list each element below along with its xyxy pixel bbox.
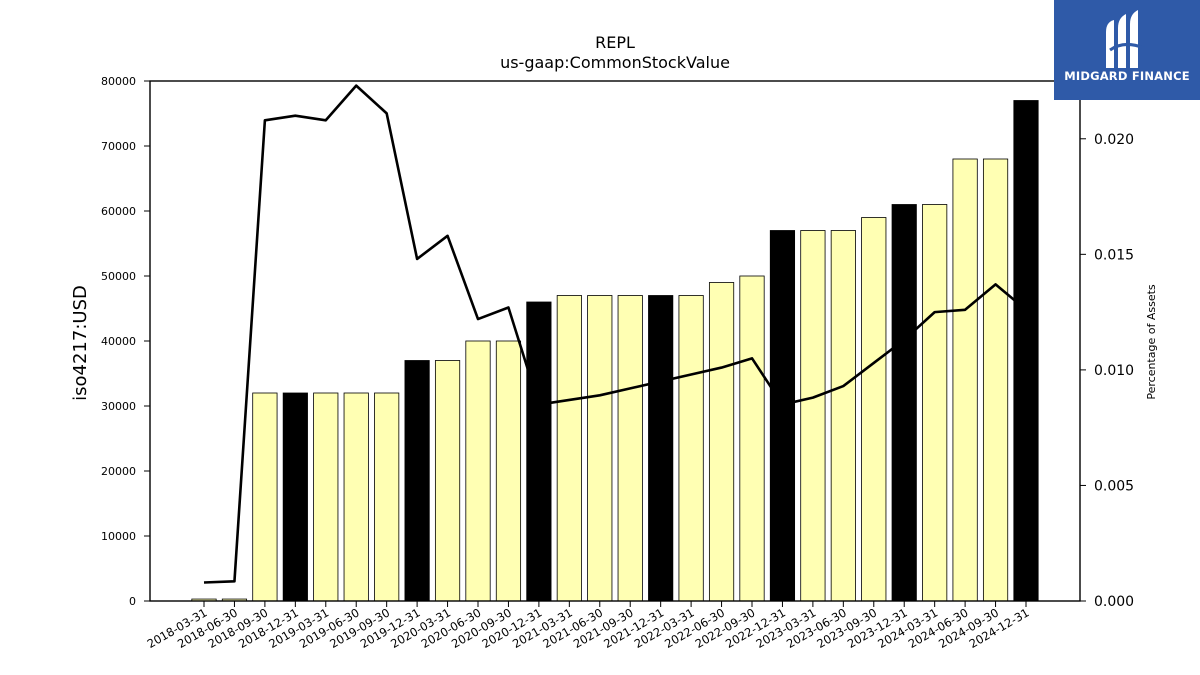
y-tick-label: 0 — [129, 595, 136, 608]
y2-tick-label: 0.005 — [1094, 478, 1134, 494]
brand-name: MIDGARD FINANCE — [1064, 69, 1190, 83]
bar — [556, 295, 582, 602]
bar — [526, 301, 552, 602]
y2-tick-label: 0.020 — [1094, 132, 1134, 148]
bar — [769, 230, 796, 602]
bar — [648, 295, 674, 602]
y-axis-label: iso4217:USD — [70, 285, 91, 401]
y2-tick-label: 0.000 — [1094, 594, 1134, 610]
bar — [922, 204, 948, 602]
bar — [617, 295, 643, 602]
bar — [1013, 100, 1039, 602]
y-axis-ticks: 0 10000 20000 30000 40000 50000 60000 70000 8000… — [101, 75, 150, 608]
chart-subtitle: us-gaap:CommonStockValue — [500, 53, 730, 72]
y-tick-label: 40000 — [101, 335, 136, 348]
line-series — [203, 84, 1027, 584]
y-tick-label: 20000 — [101, 465, 136, 478]
y2-axis-ticks: 0.000 0.005 0.010 0.015 0.020 — [1080, 132, 1134, 610]
y2-tick-label: 0.010 — [1094, 363, 1134, 379]
chart-title: REPL — [595, 33, 635, 52]
midgard-logo-icon — [1106, 10, 1145, 68]
brand-logo: MIDGARD FINANCE — [1054, 0, 1200, 100]
bar — [465, 340, 491, 602]
bar — [495, 340, 522, 602]
bar — [708, 282, 735, 602]
y-tick-label: 10000 — [101, 530, 136, 543]
y-tick-label: 80000 — [101, 75, 136, 88]
bar — [952, 158, 978, 602]
bar — [434, 360, 461, 602]
bar — [343, 392, 369, 602]
x-axis-ticks: 2018-03-312018-06-302018-09-302018-12-31… — [145, 601, 1032, 651]
bar — [739, 275, 765, 602]
y-tick-label: 60000 — [101, 205, 136, 218]
y-tick-label: 50000 — [101, 270, 136, 283]
bar — [404, 360, 430, 602]
y2-axis-label: Percentage of Assets — [1145, 284, 1158, 400]
bar-series — [191, 100, 1039, 602]
bar — [678, 295, 704, 602]
y-tick-label: 70000 — [101, 140, 136, 153]
bar — [587, 295, 613, 602]
y2-tick-label: 0.015 — [1094, 247, 1134, 263]
y-tick-label: 30000 — [101, 400, 136, 413]
bar — [891, 204, 917, 602]
bar — [982, 158, 1009, 602]
bar — [800, 230, 826, 602]
bar — [374, 392, 400, 602]
bar — [282, 392, 308, 602]
bar — [830, 230, 856, 602]
bar — [252, 392, 278, 602]
bar — [313, 392, 339, 602]
bar — [861, 217, 887, 602]
percentage-of-assets-line — [203, 84, 1027, 584]
